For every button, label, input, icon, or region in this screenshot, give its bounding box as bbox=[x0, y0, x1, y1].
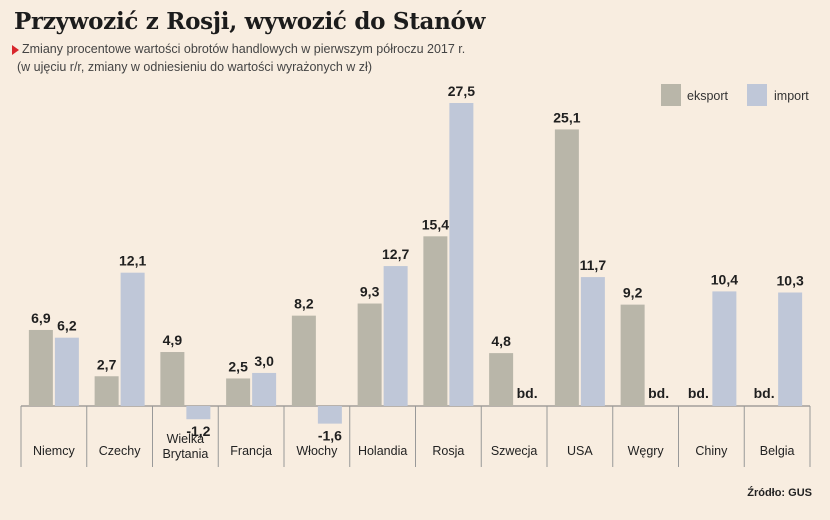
data-label-import: 12,1 bbox=[119, 253, 146, 269]
bar-import bbox=[449, 103, 474, 406]
bar-eksport bbox=[423, 236, 448, 406]
subtitle-marker-icon bbox=[12, 45, 19, 55]
data-label-import: 3,0 bbox=[254, 353, 274, 369]
bar-eksport bbox=[489, 353, 514, 406]
data-label-eksport: 15,4 bbox=[422, 216, 449, 232]
bar-import bbox=[383, 266, 408, 406]
bar-eksport bbox=[226, 378, 251, 406]
data-label-eksport: 9,3 bbox=[360, 284, 380, 300]
data-label-import: 12,7 bbox=[382, 246, 409, 262]
data-label-import: 11,7 bbox=[580, 257, 607, 273]
bar-import bbox=[778, 292, 803, 406]
bar-import bbox=[580, 277, 605, 406]
bar-import bbox=[120, 272, 145, 406]
chart-note: (w ujęciu r/r, zmiany w odniesieniu do w… bbox=[17, 60, 372, 74]
bar-eksport bbox=[554, 129, 579, 406]
legend-swatch-import bbox=[747, 84, 767, 106]
data-label-eksport: bd. bbox=[754, 385, 775, 401]
data-label-import: bd. bbox=[648, 385, 669, 401]
bar-eksport bbox=[160, 352, 185, 406]
category-label: Holandia bbox=[358, 444, 407, 458]
category-label: Czechy bbox=[99, 444, 141, 458]
data-label-import: -1,6 bbox=[318, 428, 342, 444]
data-label-import: 10,3 bbox=[777, 273, 804, 289]
data-label-eksport: 9,2 bbox=[623, 285, 643, 301]
bar-import bbox=[186, 406, 211, 420]
bar-import bbox=[252, 372, 277, 406]
legend-swatch-eksport bbox=[661, 84, 681, 106]
category-label: Szwecja bbox=[491, 444, 538, 458]
data-label-import: 10,4 bbox=[711, 271, 738, 287]
data-label-eksport: 8,2 bbox=[294, 296, 314, 312]
bar-eksport bbox=[291, 315, 316, 406]
source-note: Źródło: GUS bbox=[747, 487, 812, 499]
data-label-import: bd. bbox=[517, 385, 538, 401]
data-label-import: 27,5 bbox=[448, 83, 475, 99]
category-label: Niemcy bbox=[33, 444, 75, 458]
bar-import bbox=[54, 337, 79, 406]
category-label: Belgia bbox=[760, 444, 795, 458]
data-label-eksport: 2,7 bbox=[97, 356, 117, 372]
data-label-eksport: 25,1 bbox=[553, 109, 580, 125]
data-label-eksport: 2,5 bbox=[228, 358, 248, 374]
data-label-eksport: bd. bbox=[688, 385, 709, 401]
bar-eksport bbox=[357, 303, 382, 406]
data-label-eksport: 4,8 bbox=[491, 333, 511, 349]
category-label: Wielka bbox=[167, 432, 205, 446]
data-label-eksport: 6,9 bbox=[31, 310, 51, 326]
chart-subtitle: Zmiany procentowe wartości obrotów handl… bbox=[22, 42, 466, 56]
bar-eksport bbox=[620, 304, 645, 406]
bar-import bbox=[712, 291, 737, 406]
data-label-eksport: 4,9 bbox=[163, 332, 183, 348]
legend-label-import: import bbox=[774, 89, 809, 103]
bar-eksport bbox=[28, 329, 53, 406]
category-label: USA bbox=[567, 444, 593, 458]
bar-import bbox=[317, 406, 342, 424]
category-label: Rosja bbox=[432, 444, 464, 458]
data-label-import: -1,2 bbox=[186, 423, 210, 439]
legend-label-eksport: eksport bbox=[687, 89, 728, 103]
category-label: Chiny bbox=[695, 444, 728, 458]
chart-title: Przywozić z Rosji, wywozić do Stanów bbox=[14, 8, 486, 35]
data-label-import: 6,2 bbox=[57, 318, 77, 334]
category-label: Brytania bbox=[162, 447, 208, 461]
category-label: Francja bbox=[230, 444, 272, 458]
category-label: Włochy bbox=[296, 444, 338, 458]
category-label: Węgry bbox=[628, 444, 665, 458]
bar-eksport bbox=[94, 376, 119, 406]
